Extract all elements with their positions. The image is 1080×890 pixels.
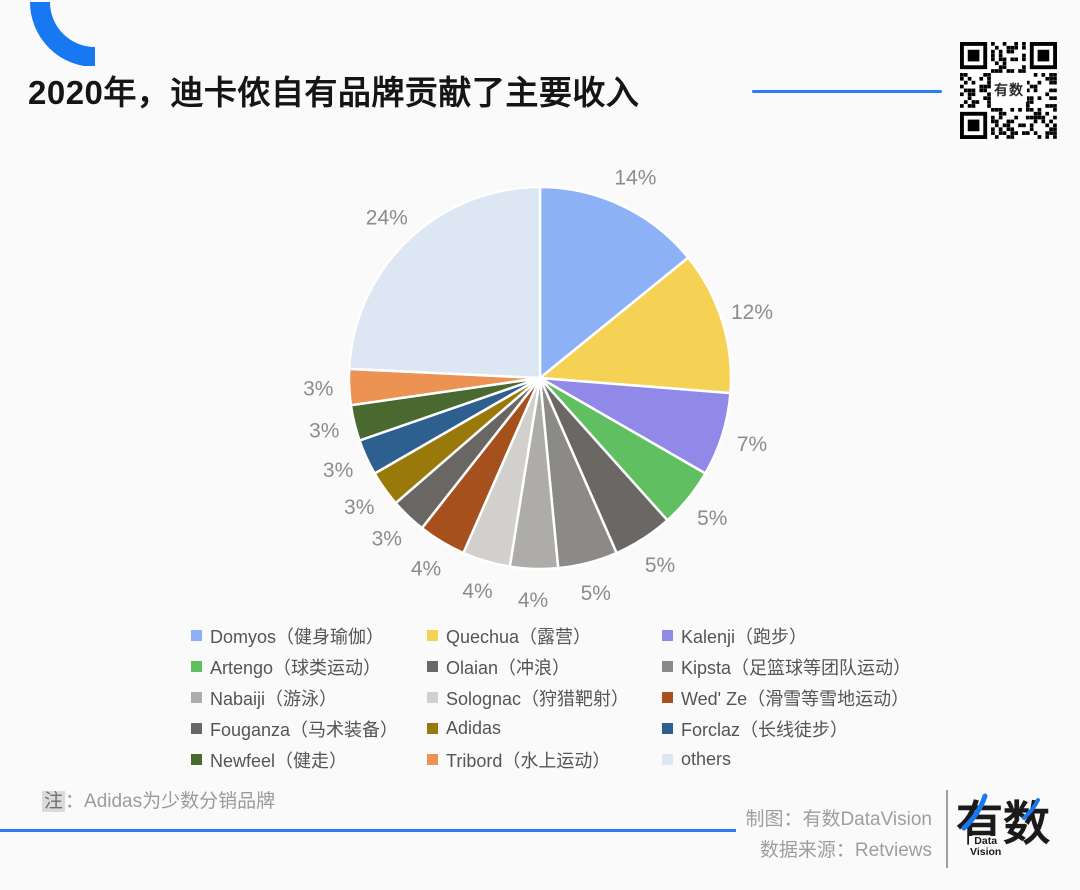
legend-label: Nabaiji（游泳） — [210, 688, 338, 709]
pie-label-wed-ze: 4% — [411, 558, 441, 581]
legend-marker-icon — [662, 754, 673, 765]
pie-label-solognac: 4% — [462, 580, 492, 603]
legend-marker-icon — [662, 723, 673, 734]
qr-pattern — [960, 42, 1057, 139]
pie-label-forclaz: 3% — [323, 459, 353, 482]
legend-item-artengo: Artengo（球类运动） — [191, 651, 427, 682]
credits: 制图：有数DataVision 数据来源：Retviews — [745, 804, 932, 866]
legend-item-quechua: Quechua（露营） — [427, 620, 662, 651]
pie-slice-others — [347, 185, 542, 380]
legend-marker-icon — [427, 630, 438, 641]
credit-author: 制图：有数DataVision — [745, 809, 932, 830]
legend-marker-icon — [191, 630, 202, 641]
legend-marker-icon — [427, 692, 438, 703]
title-underline — [752, 90, 942, 93]
legend-marker-icon — [427, 661, 438, 672]
pie-label-domyos: 14% — [614, 167, 656, 190]
legend-item-adidas: Adidas — [427, 713, 662, 744]
page-title: 2020年，迪卡侬自有品牌贡献了主要收入 — [28, 74, 640, 111]
chart-legend: Domyos（健身瑜伽） Quechua（露营） Kalenji（跑步） Arteng… — [191, 620, 911, 775]
legend-item-nabaiji: Nabaiji（游泳） — [191, 682, 427, 713]
legend-marker-icon — [191, 661, 202, 672]
footnote-tag: 注 — [42, 791, 66, 812]
brand-logo-subtext: Data Vision — [969, 835, 1003, 858]
pie-label-olaian: 5% — [645, 554, 675, 577]
pie-label-fouganza: 3% — [372, 528, 402, 551]
pie-label-adidas: 3% — [344, 496, 374, 519]
legend-label: Wed' Ze（滑雪等雪地运动） — [681, 688, 910, 709]
legend-marker-icon — [662, 630, 673, 641]
pie-label-artengo: 5% — [697, 507, 727, 530]
legend-marker-icon — [662, 692, 673, 703]
legend-item-others: others — [662, 744, 911, 775]
brand-logo: 有数 Data Vision — [956, 784, 1056, 874]
footer-divider-line — [0, 829, 736, 832]
legend-item-tribord: Tribord（水上运动） — [427, 744, 662, 775]
legend-label: Forclaz（长线徒步） — [681, 719, 849, 740]
legend-label: Domyos（健身瑜伽） — [210, 626, 385, 647]
pie-label-kalenji: 7% — [737, 433, 767, 456]
legend-item-newfeel: Newfeel（健走） — [191, 744, 427, 775]
pie-label-nabaiji: 4% — [518, 589, 548, 612]
legend-item-kalenji: Kalenji（跑步） — [662, 620, 911, 651]
brand-arc-icon — [30, 1, 96, 66]
pie-label-kipsta: 5% — [581, 582, 611, 605]
legend-marker-icon — [191, 754, 202, 765]
pie-chart: 14% 12% 7% 5% 5% 5% 4% 4% 4% 3% 3% 3% 3% 3% 24% — [303, 167, 773, 612]
legend-label: Olaian（冲浪） — [446, 657, 571, 678]
footnote: 注：Adidas为少数分销品牌 — [42, 786, 275, 813]
legend-label: Artengo（球类运动） — [210, 657, 382, 678]
legend-label: Adidas — [446, 718, 502, 738]
legend-label: Newfeel（健走） — [210, 750, 348, 771]
legend-label: Kipsta（足篮球等团队运动） — [681, 657, 912, 678]
logo-divider — [946, 790, 948, 868]
legend-item-domyos: Domyos（健身瑜伽） — [191, 620, 427, 651]
legend-item-wed-ze: Wed' Ze（滑雪等雪地运动） — [662, 682, 911, 713]
pie-slice-domyos — [538, 185, 690, 380]
legend-item-kipsta: Kipsta（足篮球等团队运动） — [662, 651, 911, 682]
legend-item-forclaz: Forclaz（长线徒步） — [662, 713, 911, 744]
pie-label-quechua: 12% — [731, 301, 773, 324]
pie-slice-quechua — [538, 256, 733, 395]
qr-logo-label: 有数 — [991, 78, 1027, 102]
brand-logo-blue-stroke-icon — [961, 793, 1040, 831]
legend-marker-icon — [662, 661, 673, 672]
legend-marker-icon — [191, 723, 202, 734]
legend-marker-icon — [427, 723, 438, 734]
legend-item-fouganza: Fouganza（马术装备） — [191, 713, 427, 744]
pie-label-others: 24% — [366, 206, 408, 229]
qr-code: 有数 — [960, 42, 1057, 139]
legend-marker-icon — [427, 754, 438, 765]
legend-label: Fouganza（马术装备） — [210, 719, 399, 740]
legend-item-solognac: Solognac（狩猎靶射） — [427, 682, 662, 713]
legend-label: Kalenji（跑步） — [681, 626, 808, 647]
footnote-text: ：Adidas为少数分销品牌 — [65, 791, 276, 812]
pie-label-newfeel: 3% — [309, 419, 339, 442]
credit-source: 数据来源：Retviews — [759, 840, 932, 861]
legend-marker-icon — [191, 692, 202, 703]
legend-label: Quechua（露营） — [446, 626, 592, 647]
legend-item-olaian: Olaian（冲浪） — [427, 651, 662, 682]
pie-label-tribord: 3% — [303, 378, 333, 401]
legend-label: others — [681, 749, 732, 769]
legend-label: Solognac（狩猎靶射） — [446, 688, 630, 709]
legend-label: Tribord（水上运动） — [446, 750, 611, 771]
